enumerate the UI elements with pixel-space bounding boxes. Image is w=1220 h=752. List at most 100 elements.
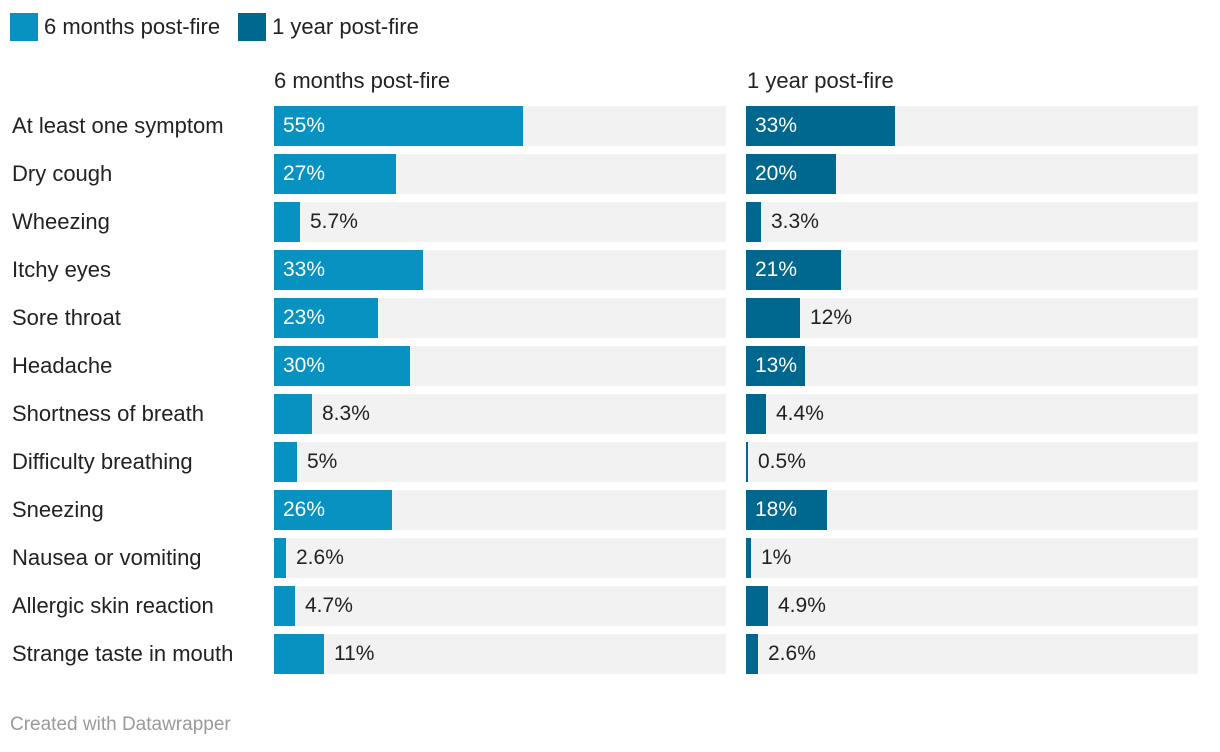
category-label: Allergic skin reaction <box>12 593 214 618</box>
bar-6-months-sore-throat[interactable] <box>274 298 378 338</box>
value-label-6-months: 2.6% <box>296 546 344 569</box>
bar-6-months-difficulty-breathing[interactable] <box>274 442 297 482</box>
value-label-1-year: 20% <box>755 162 798 185</box>
value-label-1-year: 33% <box>755 114 798 137</box>
chart-row-nausea-or-vomiting: Nausea or vomiting 2.6% 1% <box>0 538 1220 578</box>
category-label: Sore throat <box>12 305 121 330</box>
category-label: Strange taste in mouth <box>12 641 234 666</box>
bar-track-1-year: 4.9% <box>746 586 1198 626</box>
value-label-6-months: 27% <box>283 162 326 185</box>
bar-track-1-year: 33% <box>746 106 1198 146</box>
legend-swatch-1-year <box>238 13 267 41</box>
bar-6-months-headache[interactable] <box>274 346 410 386</box>
category-label: Itchy eyes <box>12 257 112 282</box>
bar-track-6-months: 11% <box>274 634 726 674</box>
chart-row-dry-cough: Dry cough 27% 20% <box>0 154 1220 194</box>
bar-1-year-difficulty-breathing[interactable] <box>746 442 748 482</box>
bar-6-months-itchy-eyes[interactable] <box>274 250 423 290</box>
value-label-6-months: 11% <box>334 642 375 665</box>
category-label: Shortness of breath <box>12 401 205 426</box>
bar-track-6-months: 23% <box>274 298 726 338</box>
chart-row-difficulty-breathing: Difficulty breathing 5% 0.5% <box>0 442 1220 482</box>
legend-item-1-year[interactable]: 1 year post-fire <box>238 13 419 41</box>
bar-6-months-at-least-one-symptom[interactable] <box>274 106 523 146</box>
bar-1-year-dry-cough[interactable] <box>746 154 836 194</box>
bar-6-months-wheezing[interactable] <box>274 202 300 242</box>
value-label-1-year: 4.9% <box>778 594 826 617</box>
bar-1-year-strange-taste-in-mouth[interactable] <box>746 634 758 674</box>
bar-track-6-months: 27% <box>274 154 726 194</box>
bar-1-year-wheezing[interactable] <box>746 202 761 242</box>
footer-credit: Created with Datawrapper <box>10 714 231 735</box>
bar-track-6-months: 5% <box>274 442 726 482</box>
bar-1-year-itchy-eyes[interactable] <box>746 250 841 290</box>
bar-6-months-strange-taste-in-mouth[interactable] <box>274 634 324 674</box>
value-label-6-months: 5.7% <box>310 210 358 233</box>
value-label-6-months: 26% <box>283 498 326 521</box>
bar-track-1-year: 3.3% <box>746 202 1198 242</box>
value-label-6-months: 55% <box>283 114 326 137</box>
bar-track-1-year: 12% <box>746 298 1198 338</box>
bar-track-6-months: 2.6% <box>274 538 726 578</box>
value-label-1-year: 0.5% <box>758 450 806 473</box>
category-label: Nausea or vomiting <box>12 545 202 570</box>
bar-1-year-allergic-skin-reaction[interactable] <box>746 586 768 626</box>
chart-row-sneezing: Sneezing 26% 18% <box>0 490 1220 530</box>
bar-1-year-nausea-or-vomiting[interactable] <box>746 538 751 578</box>
chart-row-at-least-one-symptom: At least one symptom 55% 33% <box>0 106 1220 146</box>
bar-track-1-year: 20% <box>746 154 1198 194</box>
category-label: Wheezing <box>12 209 110 234</box>
value-label-6-months: 4.7% <box>305 594 353 617</box>
bar-track-6-months: 8.3% <box>274 394 726 434</box>
category-label: Difficulty breathing <box>12 449 193 474</box>
bar-track-1-year: 13% <box>746 346 1198 386</box>
category-label: At least one symptom <box>12 113 224 138</box>
value-label-6-months: 33% <box>283 258 326 281</box>
chart-row-headache: Headache 30% 13% <box>0 346 1220 386</box>
bar-track-6-months: 55% <box>274 106 726 146</box>
legend-swatch-6-months <box>10 13 38 41</box>
legend-label-6-months: 6 months post-fire <box>44 14 221 39</box>
bar-track-1-year: 18% <box>746 490 1198 530</box>
chart-row-sore-throat: Sore throat 23% 12% <box>0 298 1220 338</box>
value-label-1-year: 4.4% <box>776 402 824 425</box>
value-label-1-year: 18% <box>755 498 798 521</box>
value-label-6-months: 23% <box>283 306 326 329</box>
bar-1-year-sneezing[interactable] <box>746 490 827 530</box>
chart-row-allergic-skin-reaction: Allergic skin reaction 4.7% 4.9% <box>0 586 1220 626</box>
chart-row-shortness-of-breath: Shortness of breath 8.3% 4.4% <box>0 394 1220 434</box>
bar-track-6-months: 30% <box>274 346 726 386</box>
value-label-1-year: 21% <box>755 258 798 281</box>
bar-track-1-year: 21% <box>746 250 1198 290</box>
bar-track-1-year: 2.6% <box>746 634 1198 674</box>
bar-track-6-months: 4.7% <box>274 586 726 626</box>
bar-6-months-dry-cough[interactable] <box>274 154 396 194</box>
bar-6-months-sneezing[interactable] <box>274 490 392 530</box>
category-label: Sneezing <box>12 497 104 522</box>
legend: 6 months post-fire 1 year post-fire <box>10 12 437 42</box>
bar-track-1-year: 1% <box>746 538 1198 578</box>
legend-label-1-year: 1 year post-fire <box>272 14 419 39</box>
value-label-6-months: 30% <box>283 354 326 377</box>
chart-row-wheezing: Wheezing 5.7% 3.3% <box>0 202 1220 242</box>
value-label-1-year: 3.3% <box>771 210 819 233</box>
legend-item-6-months[interactable]: 6 months post-fire <box>10 13 220 41</box>
bar-1-year-at-least-one-symptom[interactable] <box>746 106 895 146</box>
bar-track-1-year: 4.4% <box>746 394 1198 434</box>
value-label-6-months: 5% <box>307 450 338 473</box>
chart-row-strange-taste-in-mouth: Strange taste in mouth 11% 2.6% <box>0 634 1220 674</box>
bar-6-months-shortness-of-breath[interactable] <box>274 394 312 434</box>
bar-1-year-shortness-of-breath[interactable] <box>746 394 766 434</box>
panel-title-1-year: 1 year post-fire <box>747 68 894 93</box>
bar-track-6-months: 5.7% <box>274 202 726 242</box>
bar-6-months-nausea-or-vomiting[interactable] <box>274 538 286 578</box>
bar-1-year-headache[interactable] <box>746 346 805 386</box>
bar-1-year-sore-throat[interactable] <box>746 298 800 338</box>
value-label-6-months: 8.3% <box>322 402 370 425</box>
value-label-1-year: 13% <box>755 354 798 377</box>
chart-row-itchy-eyes: Itchy eyes 33% 21% <box>0 250 1220 290</box>
bar-track-6-months: 33% <box>274 250 726 290</box>
value-label-1-year: 12% <box>810 306 853 329</box>
category-label: Headache <box>12 353 113 378</box>
bar-6-months-allergic-skin-reaction[interactable] <box>274 586 295 626</box>
